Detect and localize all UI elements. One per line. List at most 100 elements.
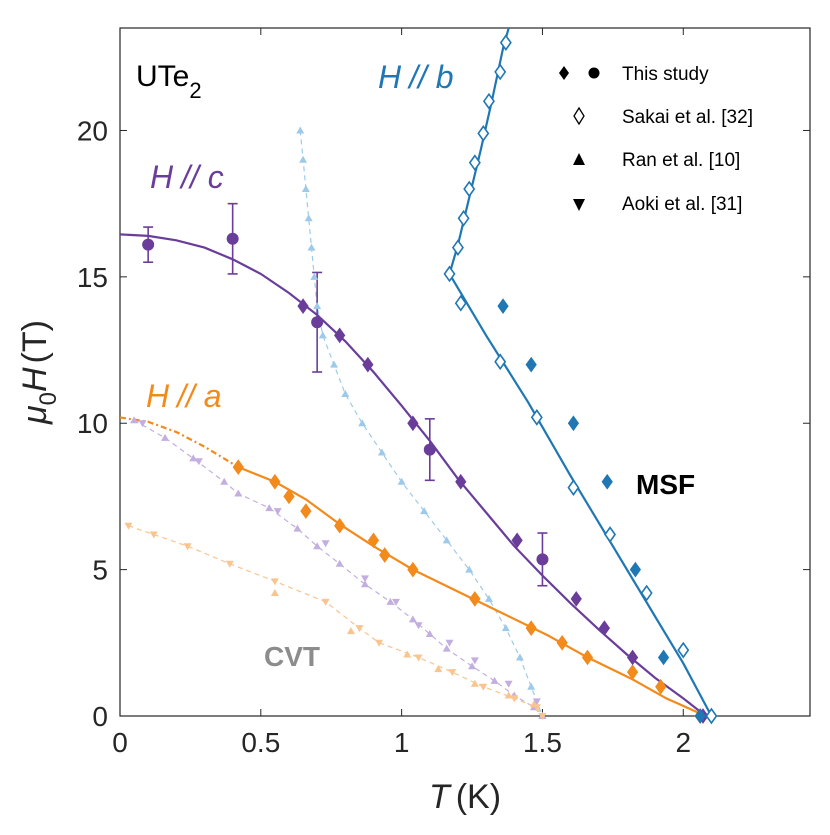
data-point-triangle-up [299, 155, 308, 163]
legend-marker-filled-circle [588, 67, 600, 79]
x-tick-label: 1 [394, 727, 410, 758]
data-point-triangle-down [510, 695, 519, 703]
data-point-diamond [581, 649, 594, 666]
legend-marker-filled-diamond [559, 66, 569, 80]
data-point-diamond [499, 34, 512, 52]
legend-marker-open-diamond [573, 106, 585, 126]
x-tick-label: 1.5 [523, 727, 562, 758]
data-point-triangle-down [532, 704, 541, 712]
data-point-diamond [477, 125, 490, 142]
data-point-diamond [497, 298, 509, 314]
data-point-diamond [482, 92, 495, 110]
compound-label: UTe2 [136, 60, 202, 103]
data-point-diamond [530, 409, 543, 426]
legend: This study Sakai et al. [32] Ran et al. … [559, 64, 753, 215]
plot-frame [119, 27, 811, 717]
label-h-c: H// c [150, 159, 224, 195]
data-point-triangle-up [346, 627, 355, 635]
data-point-triangle-down [273, 508, 282, 516]
legend-entry-sakai: Sakai et al. [32] [573, 106, 753, 128]
data-point-diamond [443, 265, 456, 283]
data-point-triangle-up [358, 419, 367, 427]
data-point-triangle-up [313, 302, 322, 310]
data-point-diamond [694, 708, 706, 724]
label-h-a: H// a [146, 378, 222, 414]
data-point-triangle-down [321, 540, 330, 548]
x-axis-label: T (K) [429, 778, 501, 816]
data-point-triangle-up [130, 416, 139, 424]
data-point-diamond [567, 479, 580, 497]
data-point-triangle-up [189, 454, 198, 462]
legend-entry-this-study: This study [559, 64, 709, 85]
fit-curve [119, 416, 239, 469]
data-point-diamond [494, 63, 507, 81]
y-tick-label: 10 [77, 408, 108, 439]
data-point-triangle-down [538, 713, 547, 720]
data-point-triangle-up [470, 679, 479, 687]
data-point-triangle-up [420, 507, 429, 515]
y-tick-label: 0 [92, 701, 108, 732]
data-point-diamond [379, 547, 391, 563]
data-point-triangle-up [527, 682, 536, 690]
data-point-triangle-down [414, 654, 423, 662]
data-point-triangle-up [442, 644, 451, 652]
data-point-circle [142, 238, 155, 251]
reference-dashed-line [133, 419, 543, 717]
data-point-triangle-up [330, 360, 339, 368]
reference-dashed-line [128, 525, 543, 717]
data-point-triangle-up [234, 489, 243, 497]
data-point-diamond [455, 473, 467, 490]
data-point-triangle-up [425, 630, 434, 638]
legend-label-this-study: This study [622, 64, 709, 85]
data-point-diamond [655, 678, 667, 695]
data-point-diamond [457, 209, 470, 227]
legend-label-aoki: Aoki et al. [31] [622, 194, 742, 215]
data-point-diamond [407, 415, 419, 432]
reference-dashed-line [299, 130, 543, 717]
label-h-b: H// b [378, 59, 454, 95]
data-point-triangle-up [465, 565, 474, 573]
data-point-diamond [367, 532, 380, 549]
legend-label-ran: Ran et al. [10] [622, 150, 740, 171]
data-point-triangle-up [361, 580, 370, 588]
fit-curve [237, 466, 707, 718]
fit-curves [119, 27, 713, 718]
data-point-diamond [451, 239, 464, 256]
data-point-triangle-down [183, 543, 192, 551]
data-point-triangle-up [307, 243, 316, 251]
data-point-triangle-up [270, 589, 279, 597]
data-point-diamond [640, 584, 653, 602]
data-point-circle [311, 316, 324, 329]
data-point-triangle-down [504, 680, 513, 688]
data-point-diamond [511, 532, 523, 549]
data-point-diamond [567, 415, 580, 432]
data-point-diamond [556, 634, 568, 651]
data-point-triangle-down [149, 531, 158, 539]
data-point-triangle-down [194, 458, 203, 466]
x-tick-label: 0 [112, 727, 128, 758]
data-point-triangle-up [408, 615, 417, 623]
data-point-diamond [269, 473, 281, 490]
y-axis-label: μ0H(T) [16, 320, 62, 425]
data-point-triangle-up [490, 676, 499, 684]
legend-entry-aoki: Aoki et al. [31] [573, 194, 742, 215]
data-point-diamond [297, 298, 309, 314]
data-point-triangle-up [403, 650, 412, 658]
data-point-triangle-up [310, 272, 319, 280]
data-point-diamond [598, 620, 611, 637]
data-point-diamond [626, 664, 639, 680]
data-point-triangle-up [304, 214, 313, 222]
data-point-diamond [334, 327, 346, 344]
y-tick-label: 15 [77, 262, 108, 293]
fit-curve [119, 233, 707, 717]
data-point-diamond [463, 180, 476, 198]
data-point-diamond [525, 356, 537, 373]
data-point-triangle-down [361, 575, 370, 583]
data-point-diamond [334, 517, 346, 534]
data-point-triangle-up [504, 691, 513, 699]
data-point-triangle-up [501, 624, 510, 632]
data-point-triangle-up [515, 653, 524, 661]
data-point-diamond [300, 503, 312, 519]
data-point-diamond [468, 154, 481, 172]
data-point-diamond [604, 526, 617, 543]
